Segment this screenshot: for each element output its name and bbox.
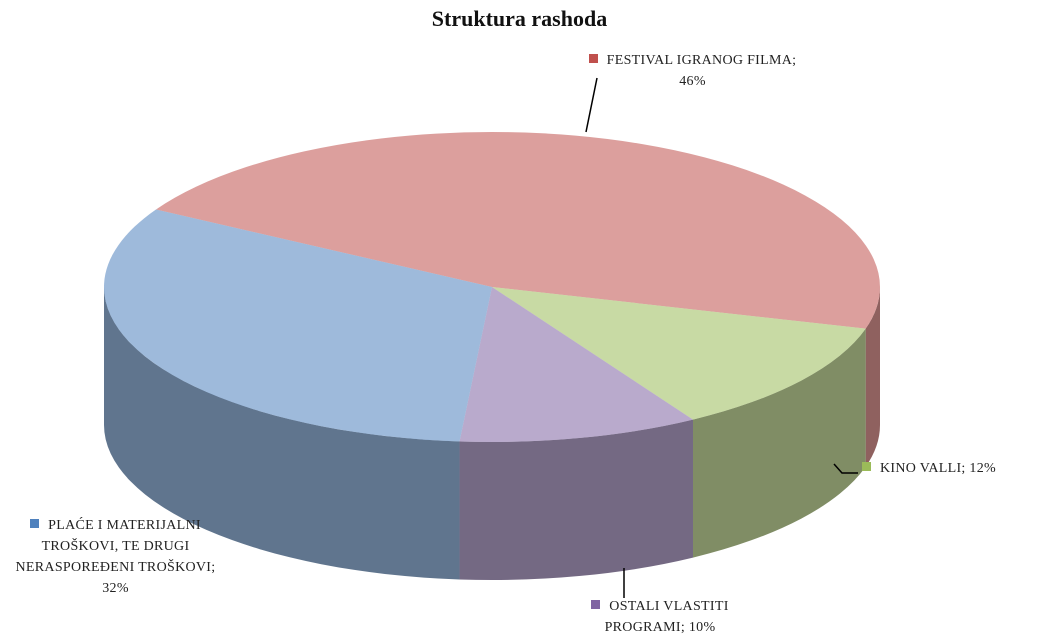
label-value: 32% [102,581,129,596]
label-category: PLAĆE I MATERIJALNI TROŠKOVI, TE DRUGI N… [15,518,212,575]
label-category: KINO VALLI [880,461,962,476]
label-value: 46% [679,74,706,89]
label-separator: ; [961,461,970,476]
label-separator: ; [792,53,797,68]
pie-slice [492,287,866,420]
data-label: OSTALI VLASTITI PROGRAMI; 10% [555,596,765,638]
pie-side [104,287,460,580]
data-label: PLAĆE I MATERIJALNI TROŠKOVI, TE DRUGI N… [8,515,223,599]
label-separator: ; [211,560,216,575]
pie-side [692,328,866,558]
pie-slice [155,131,881,329]
label-swatch [591,600,601,609]
label-value: 12% [969,461,996,476]
chart-title: Struktura rashoda [431,6,608,31]
label-swatch [862,462,871,471]
pie-slice [459,287,693,442]
data-label: FESTIVAL IGRANOG FILMA; 46% [585,50,800,92]
label-swatch [588,54,598,63]
data-label: KINO VALLI; 12% [862,458,1032,479]
pie-side [865,287,880,467]
label-category: OSTALI VLASTITI PROGRAMI [604,599,729,635]
leader-lines [585,77,858,598]
leader-line [585,77,598,133]
label-category: FESTIVAL IGRANOG FILMA [606,53,793,68]
leader-line [833,463,858,474]
pie-slice [104,209,492,442]
label-separator: ; [680,620,689,635]
pie [104,131,881,580]
label-value: 10% [688,620,716,635]
label-swatch [30,519,40,528]
pie-side [459,419,693,580]
